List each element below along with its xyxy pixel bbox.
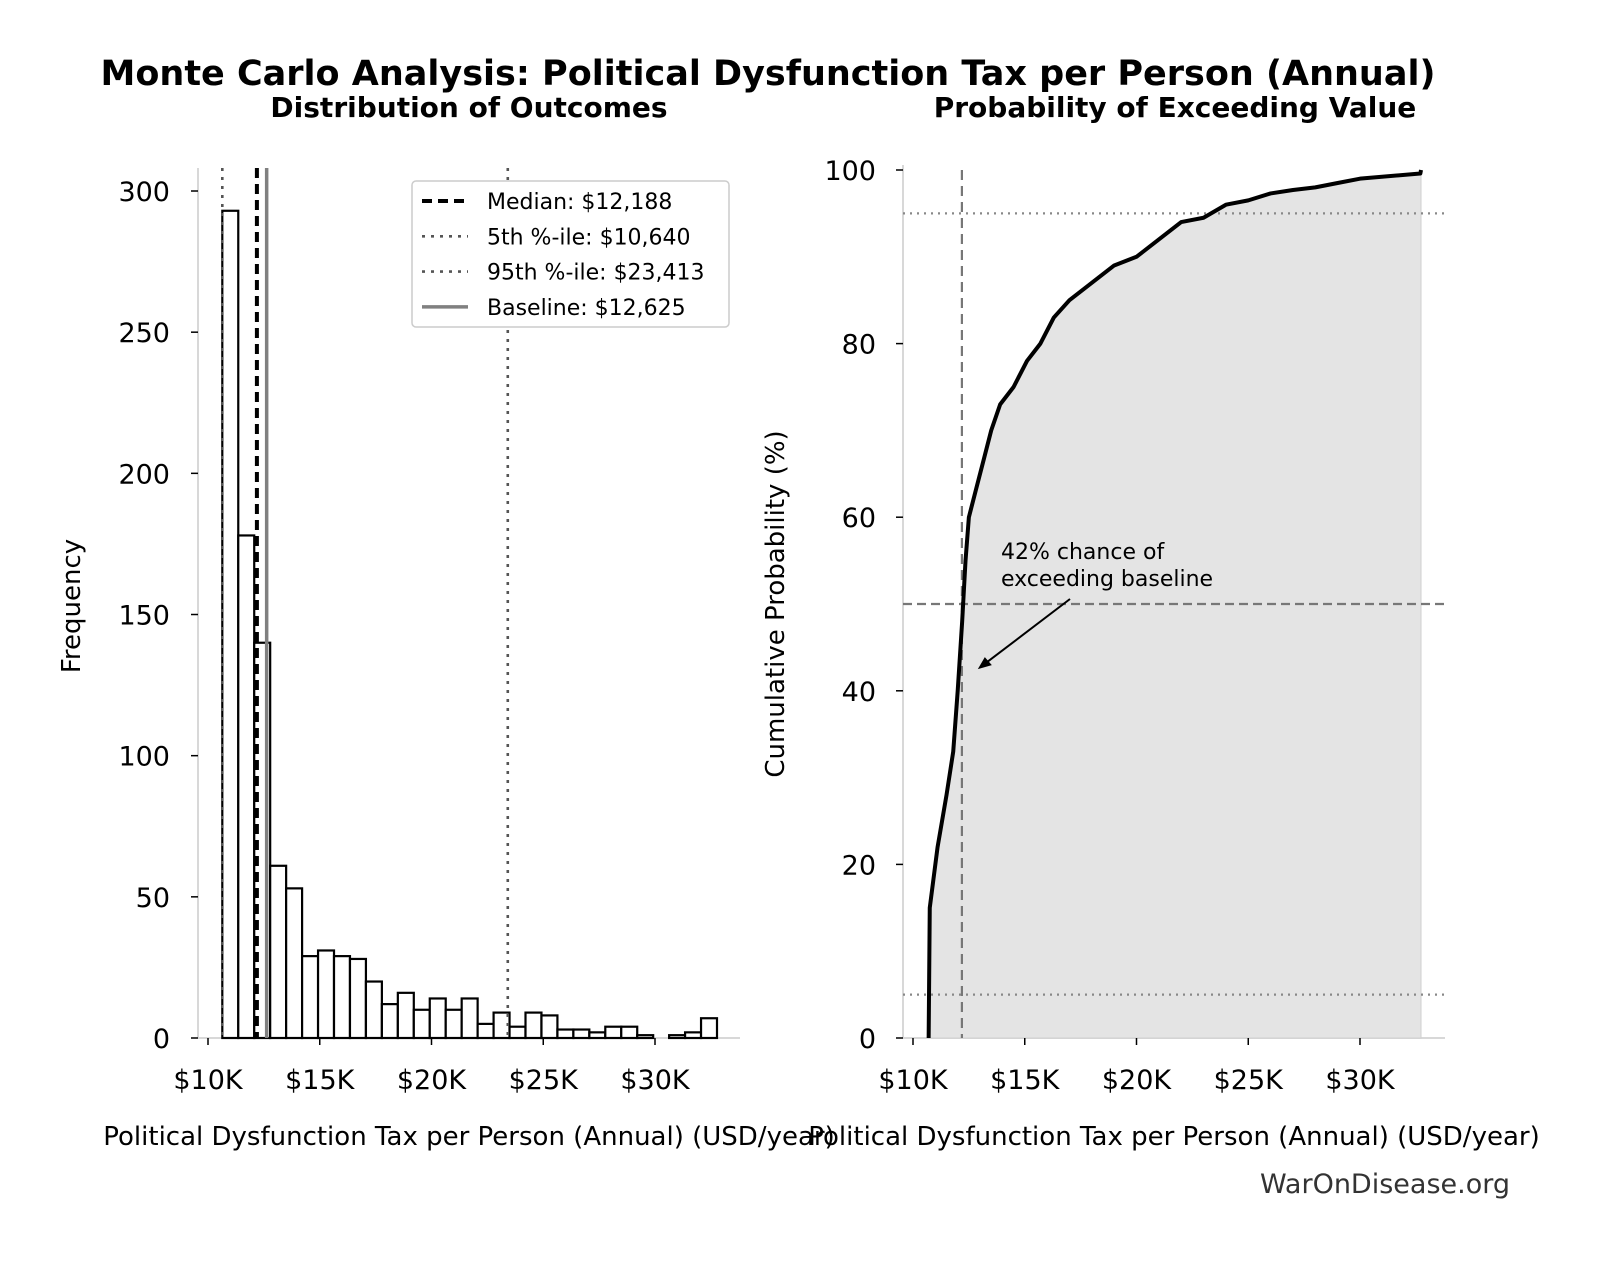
annotation-arrow: [981, 598, 1071, 667]
y-tick-label: 0: [859, 1024, 876, 1055]
y-tick-label: 20: [842, 850, 876, 881]
histogram-bar: [380, 1003, 399, 1040]
x-tick-label: $15K: [285, 1065, 356, 1096]
y-tick-label: 200: [118, 459, 170, 490]
histogram-bar: [269, 864, 288, 1040]
histogram-bar: [412, 1008, 431, 1040]
left-chart-title: Distribution of Outcomes: [270, 91, 667, 124]
histogram-bar: [332, 955, 352, 1040]
right-x-axis-label: Political Dysfunction Tax per Person (An…: [808, 1122, 1539, 1152]
histogram-bar: [524, 1011, 543, 1040]
x-tick-label: $25K: [1214, 1065, 1285, 1096]
histogram-panel: $10K $15K $20K $25K $30K 0 50 100 150 200 250 300 Me…: [118, 168, 740, 1096]
histogram-bar: [348, 957, 368, 1040]
left-x-axis-label: Political Dysfunction Tax per Person (An…: [103, 1122, 834, 1152]
histogram-bar: [396, 991, 415, 1040]
legend-entry: Baseline: $12,625: [487, 296, 686, 321]
x-tick-label: $30K: [1325, 1065, 1396, 1096]
histogram-bar: [572, 1028, 591, 1040]
cdf-curve: [926, 169, 1423, 1039]
histogram-bar: [300, 955, 320, 1040]
histogram-bar: [540, 1014, 559, 1040]
x-tick-label: $15K: [990, 1065, 1061, 1096]
histogram-bar: [428, 997, 447, 1040]
histogram-bar: [316, 949, 336, 1040]
y-tick-label: 40: [842, 677, 876, 708]
right-y-axis-label: Cumulative Probability (%): [761, 430, 791, 777]
legend-box: [411, 180, 730, 328]
x-tick-label: $30K: [620, 1065, 691, 1096]
x-tick-label: $10K: [878, 1065, 949, 1096]
histogram-bar: [221, 209, 240, 1040]
y-tick-label: 80: [842, 330, 876, 361]
histogram-bar: [588, 1031, 607, 1040]
histogram-bar: [492, 1011, 511, 1040]
histogram-bar: [444, 1008, 463, 1040]
histogram-bar: [699, 1017, 719, 1040]
right-annotation-line1: 42% chance of: [1001, 540, 1165, 565]
left-y-axis-label: Frequency: [57, 539, 87, 673]
annotation-arrowhead: [977, 657, 992, 670]
x-tick-label: $10K: [173, 1065, 244, 1096]
watermark: WarOnDisease.org: [1260, 1169, 1510, 1200]
y-tick-label: 50: [136, 883, 170, 914]
y-tick-label: 250: [118, 318, 170, 349]
legend-entry: Median: $12,188: [487, 190, 672, 215]
histogram-bar: [604, 1025, 623, 1040]
histogram-bar: [508, 1025, 527, 1040]
x-tick-label: $20K: [397, 1065, 468, 1096]
legend-entry: 95th %-ile: $23,413: [487, 261, 705, 286]
histogram-bar: [460, 997, 479, 1040]
x-tick-label: $20K: [1102, 1065, 1173, 1096]
y-tick-label: 100: [118, 742, 170, 773]
y-tick-label: 60: [842, 503, 876, 534]
legend-entry: 5th %-ile: $10,640: [487, 225, 691, 250]
histogram-bar: [668, 1034, 687, 1040]
histogram-bar: [476, 1022, 495, 1040]
x-tick-label: $25K: [509, 1065, 580, 1096]
y-tick-label: 0: [153, 1024, 170, 1055]
histogram-bar: [636, 1034, 655, 1040]
y-tick-label: 300: [118, 177, 170, 208]
right-annotation-line2: exceeding baseline: [1001, 567, 1213, 592]
y-tick-label: 100: [824, 156, 876, 187]
histogram-bar: [683, 1031, 703, 1040]
histogram-bar: [237, 534, 256, 1040]
figure-title: Monte Carlo Analysis: Political Dysfunct…: [101, 54, 1436, 94]
legend: Median: $12,188 5th %-ile: $10,640 95th %-…: [411, 180, 730, 328]
cdf-panel: $10K $15K $20K $25K $30K 0 20 40 60 80 100: [824, 156, 1445, 1096]
histogram-bar: [364, 980, 383, 1040]
histogram-bar: [620, 1025, 639, 1040]
right-chart-title: Probability of Exceeding Value: [934, 91, 1417, 124]
histogram-bar: [285, 887, 304, 1040]
y-tick-label: 150: [118, 601, 170, 632]
histogram-bar: [556, 1028, 575, 1040]
